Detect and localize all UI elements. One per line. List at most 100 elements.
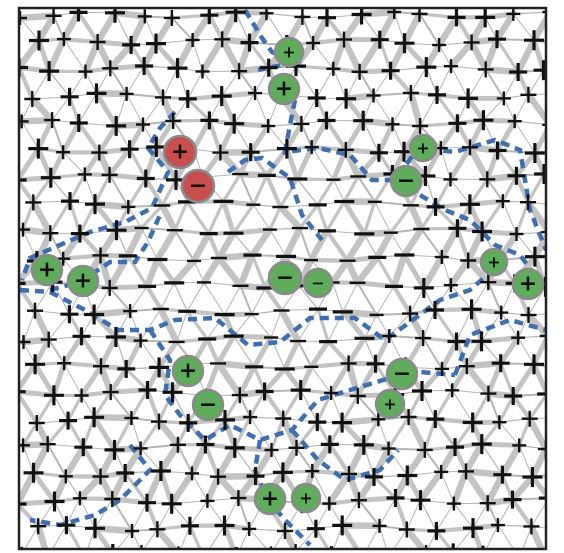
site-plus-sign (149, 357, 170, 378)
lattice-bond (549, 229, 564, 233)
site-plus-sign (85, 518, 105, 539)
site-plus-sign (19, 281, 26, 285)
lattice-bond (91, 312, 119, 340)
lattice-bond (436, 65, 452, 96)
lattice-bond (77, 231, 103, 258)
site-plus-sign (462, 412, 483, 433)
lattice-bond (393, 529, 408, 549)
lattice-bond (79, 497, 96, 529)
diagram-frame (17, 6, 548, 551)
lattice-bond (235, 472, 259, 502)
defect-sign: − (311, 274, 324, 293)
lattice-bond (375, 255, 396, 288)
lattice-bond (392, 472, 411, 502)
domain-wall (282, 99, 546, 251)
lattice-bond (513, 150, 538, 179)
lattice-bond (76, 120, 102, 155)
lattice-bond (114, 12, 132, 46)
site-plus-sign (163, 9, 180, 26)
lattice-bond (548, 336, 559, 368)
site-plus-sign (200, 111, 219, 130)
site-plus-sign (387, 8, 402, 19)
lattice-bond (185, 309, 209, 341)
lattice-bond (208, 95, 223, 121)
lattice-bond (97, 473, 116, 503)
lattice-bond (93, 287, 111, 315)
lattice-bond (499, 361, 515, 398)
lattice-bond (560, 255, 564, 288)
lattice-bond (140, 447, 162, 472)
site-plus-sign (214, 31, 231, 48)
lattice-bond (531, 231, 546, 260)
lattice-bond (356, 281, 378, 316)
lattice-bond (387, 39, 408, 74)
lattice-bond (481, 443, 503, 476)
defect-sign: + (275, 77, 293, 102)
lattice-bond (362, 95, 374, 122)
lattice-bond (160, 282, 175, 310)
site-plus-sign (44, 491, 65, 512)
lattice-bond (48, 313, 70, 341)
lattice-bond (355, 473, 378, 504)
lattice-bond (310, 366, 332, 394)
lattice-bond (453, 503, 474, 529)
lattice-bond (128, 147, 148, 181)
lattice-bond (438, 225, 461, 261)
defect-sign: + (179, 359, 197, 384)
lattice-bond (435, 93, 459, 125)
lattice-bond (223, 393, 242, 422)
lattice-bond (205, 336, 221, 366)
site-plus-sign (448, 219, 467, 238)
lattice-bond (252, 204, 271, 231)
lattice-bond (250, 253, 267, 290)
lattice-bond (36, 38, 52, 74)
lattice-bond (34, 522, 49, 549)
site-plus-sign (246, 467, 265, 486)
lattice-bond (357, 499, 381, 527)
defect-sign: − (397, 169, 415, 194)
site-plus-sign (349, 387, 366, 404)
lattice-bond (96, 67, 111, 94)
site-plus-sign (44, 112, 61, 129)
lattice-bond (279, 444, 300, 476)
lattice-bond (129, 285, 148, 312)
lattice-bond (316, 178, 335, 207)
site-plus-sign (337, 141, 354, 158)
lattice-bond (63, 38, 86, 73)
lattice-bond (514, 94, 529, 122)
lattice-bond (35, 12, 57, 44)
lattice-bond (341, 199, 367, 237)
site-plus-sign (45, 8, 62, 24)
lattice-bond (393, 11, 405, 44)
site-plus-sign (101, 279, 118, 296)
lattice-bond (528, 523, 545, 549)
lattice-bond (484, 68, 505, 100)
lattice-bond (96, 123, 119, 156)
lattice-bond (467, 68, 487, 99)
lattice-bond (139, 420, 161, 450)
site-plus-sign (306, 519, 325, 538)
lattice-bond (559, 475, 564, 501)
lattice-bond (312, 42, 334, 70)
lattice-bond (471, 281, 489, 310)
lattice-bond (452, 445, 469, 474)
site-plus-sign (106, 220, 127, 241)
site-plus-sign (180, 516, 199, 535)
lattice-bond (237, 251, 256, 290)
site-plus-sign (447, 8, 466, 27)
lattice-bond (453, 420, 475, 449)
lattice-bond (189, 11, 213, 44)
site-plus-sign (121, 199, 136, 214)
lattice-bond (271, 449, 284, 473)
site-plus-sign (42, 225, 59, 242)
lattice-bond (235, 39, 253, 75)
site-plus-sign (39, 61, 60, 82)
lattice-bond (51, 119, 65, 154)
lattice-bond (65, 475, 81, 499)
lattice-bond (248, 123, 271, 155)
site-plus-sign (426, 301, 444, 319)
lattice-bond (548, 336, 564, 339)
lattice-bond (278, 177, 299, 209)
site-plus-sign (306, 36, 321, 50)
site-plus-sign (443, 278, 458, 293)
